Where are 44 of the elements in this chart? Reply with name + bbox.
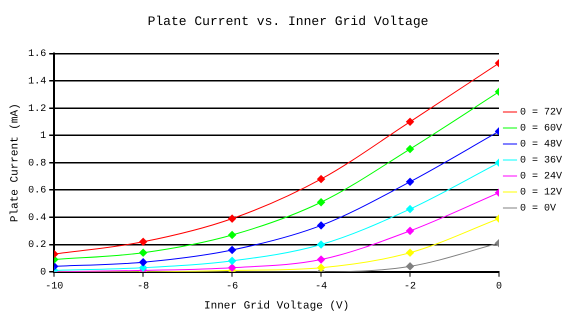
legend-label: 0 = 36V <box>520 156 562 167</box>
point <box>139 238 148 246</box>
legend-label: 0 = 72V <box>520 108 562 119</box>
point <box>317 256 326 264</box>
point <box>406 205 414 214</box>
point <box>317 221 326 230</box>
y-tick-label: 0.4 <box>28 212 46 224</box>
y-tick-label: 1.6 <box>28 49 46 60</box>
point <box>406 145 414 154</box>
point <box>317 240 326 249</box>
x-tick-label: -4 <box>315 281 328 292</box>
point <box>406 248 414 257</box>
point <box>228 230 236 239</box>
point <box>228 214 236 223</box>
y-axis-title: Plate Current (mA) <box>10 103 22 222</box>
x-tick-label: -2 <box>404 281 416 292</box>
x-axis-title: Inner Grid Voltage (V) <box>204 300 350 312</box>
point <box>317 264 326 272</box>
y-tick-label: 0.6 <box>28 186 46 197</box>
point <box>228 246 236 254</box>
y-tick-label: 1.4 <box>28 76 46 88</box>
legend-label: 0 = 48V <box>520 140 562 151</box>
point <box>406 178 414 186</box>
point <box>317 198 326 206</box>
legend-label: 0 = 24V <box>520 172 562 183</box>
y-tick-label: 0 <box>40 267 46 278</box>
legend-label: 0 = 12V <box>520 188 562 199</box>
point <box>139 258 148 266</box>
x-tick-label: -10 <box>45 281 64 292</box>
legend-label: 0 = 60V <box>520 124 562 135</box>
legend-label: 0 = 0V <box>520 204 556 215</box>
chart-title: Plate Current vs. Inner Grid Voltage <box>148 14 428 30</box>
y-tick-label: 1 <box>40 131 46 142</box>
point <box>228 256 236 265</box>
point <box>317 175 326 184</box>
y-tick-label: 1.2 <box>28 104 46 115</box>
y-tick-label: 0.2 <box>28 240 46 252</box>
x-tick-label: 0 <box>496 281 502 292</box>
x-tick-label: -6 <box>226 281 238 292</box>
x-tick-label: -8 <box>137 281 150 292</box>
point <box>406 118 414 126</box>
y-tick-label: 0.8 <box>28 158 46 170</box>
point <box>139 248 148 257</box>
point <box>406 226 414 235</box>
